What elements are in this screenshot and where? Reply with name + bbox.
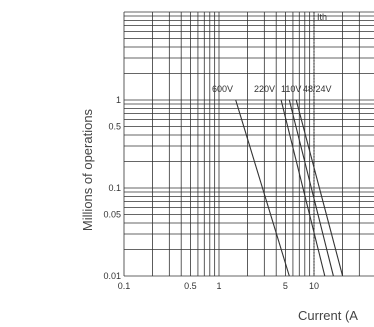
series-label: 48/24V	[303, 84, 332, 94]
y-axis-title: Millions of operations	[80, 108, 95, 231]
x-tick-label: 1	[216, 281, 221, 291]
x-tick-label: 10	[309, 281, 319, 291]
y-tick-label: 0.01	[103, 271, 121, 281]
y-tick-label: 0.1	[108, 183, 121, 193]
grid: Ith	[123, 11, 374, 277]
x-tick-label: 0.1	[118, 281, 131, 291]
series-label: 110V	[281, 84, 301, 94]
x-tick-label: 5	[283, 281, 288, 291]
series-line	[288, 99, 334, 277]
series-line	[280, 99, 326, 277]
tick-labels: 0.1 0.5 1 5 10 0.01 0.05 0.1 0.5 1	[103, 95, 319, 291]
series-line	[235, 99, 290, 277]
series-line	[295, 99, 344, 277]
y-tick-label: 0.5	[108, 121, 121, 131]
series-lines	[235, 99, 344, 277]
y-tick-label: 0.05	[103, 209, 121, 219]
series-label: 600V	[212, 84, 233, 94]
x-tick-label: 0.5	[184, 281, 197, 291]
ith-label: Ith	[317, 12, 327, 22]
y-tick-label: 1	[116, 95, 121, 105]
series-label: 220V	[254, 84, 275, 94]
series-labels: 600V 220V 110V 48/24V	[212, 84, 332, 94]
x-axis-title: Current (A	[298, 308, 358, 323]
